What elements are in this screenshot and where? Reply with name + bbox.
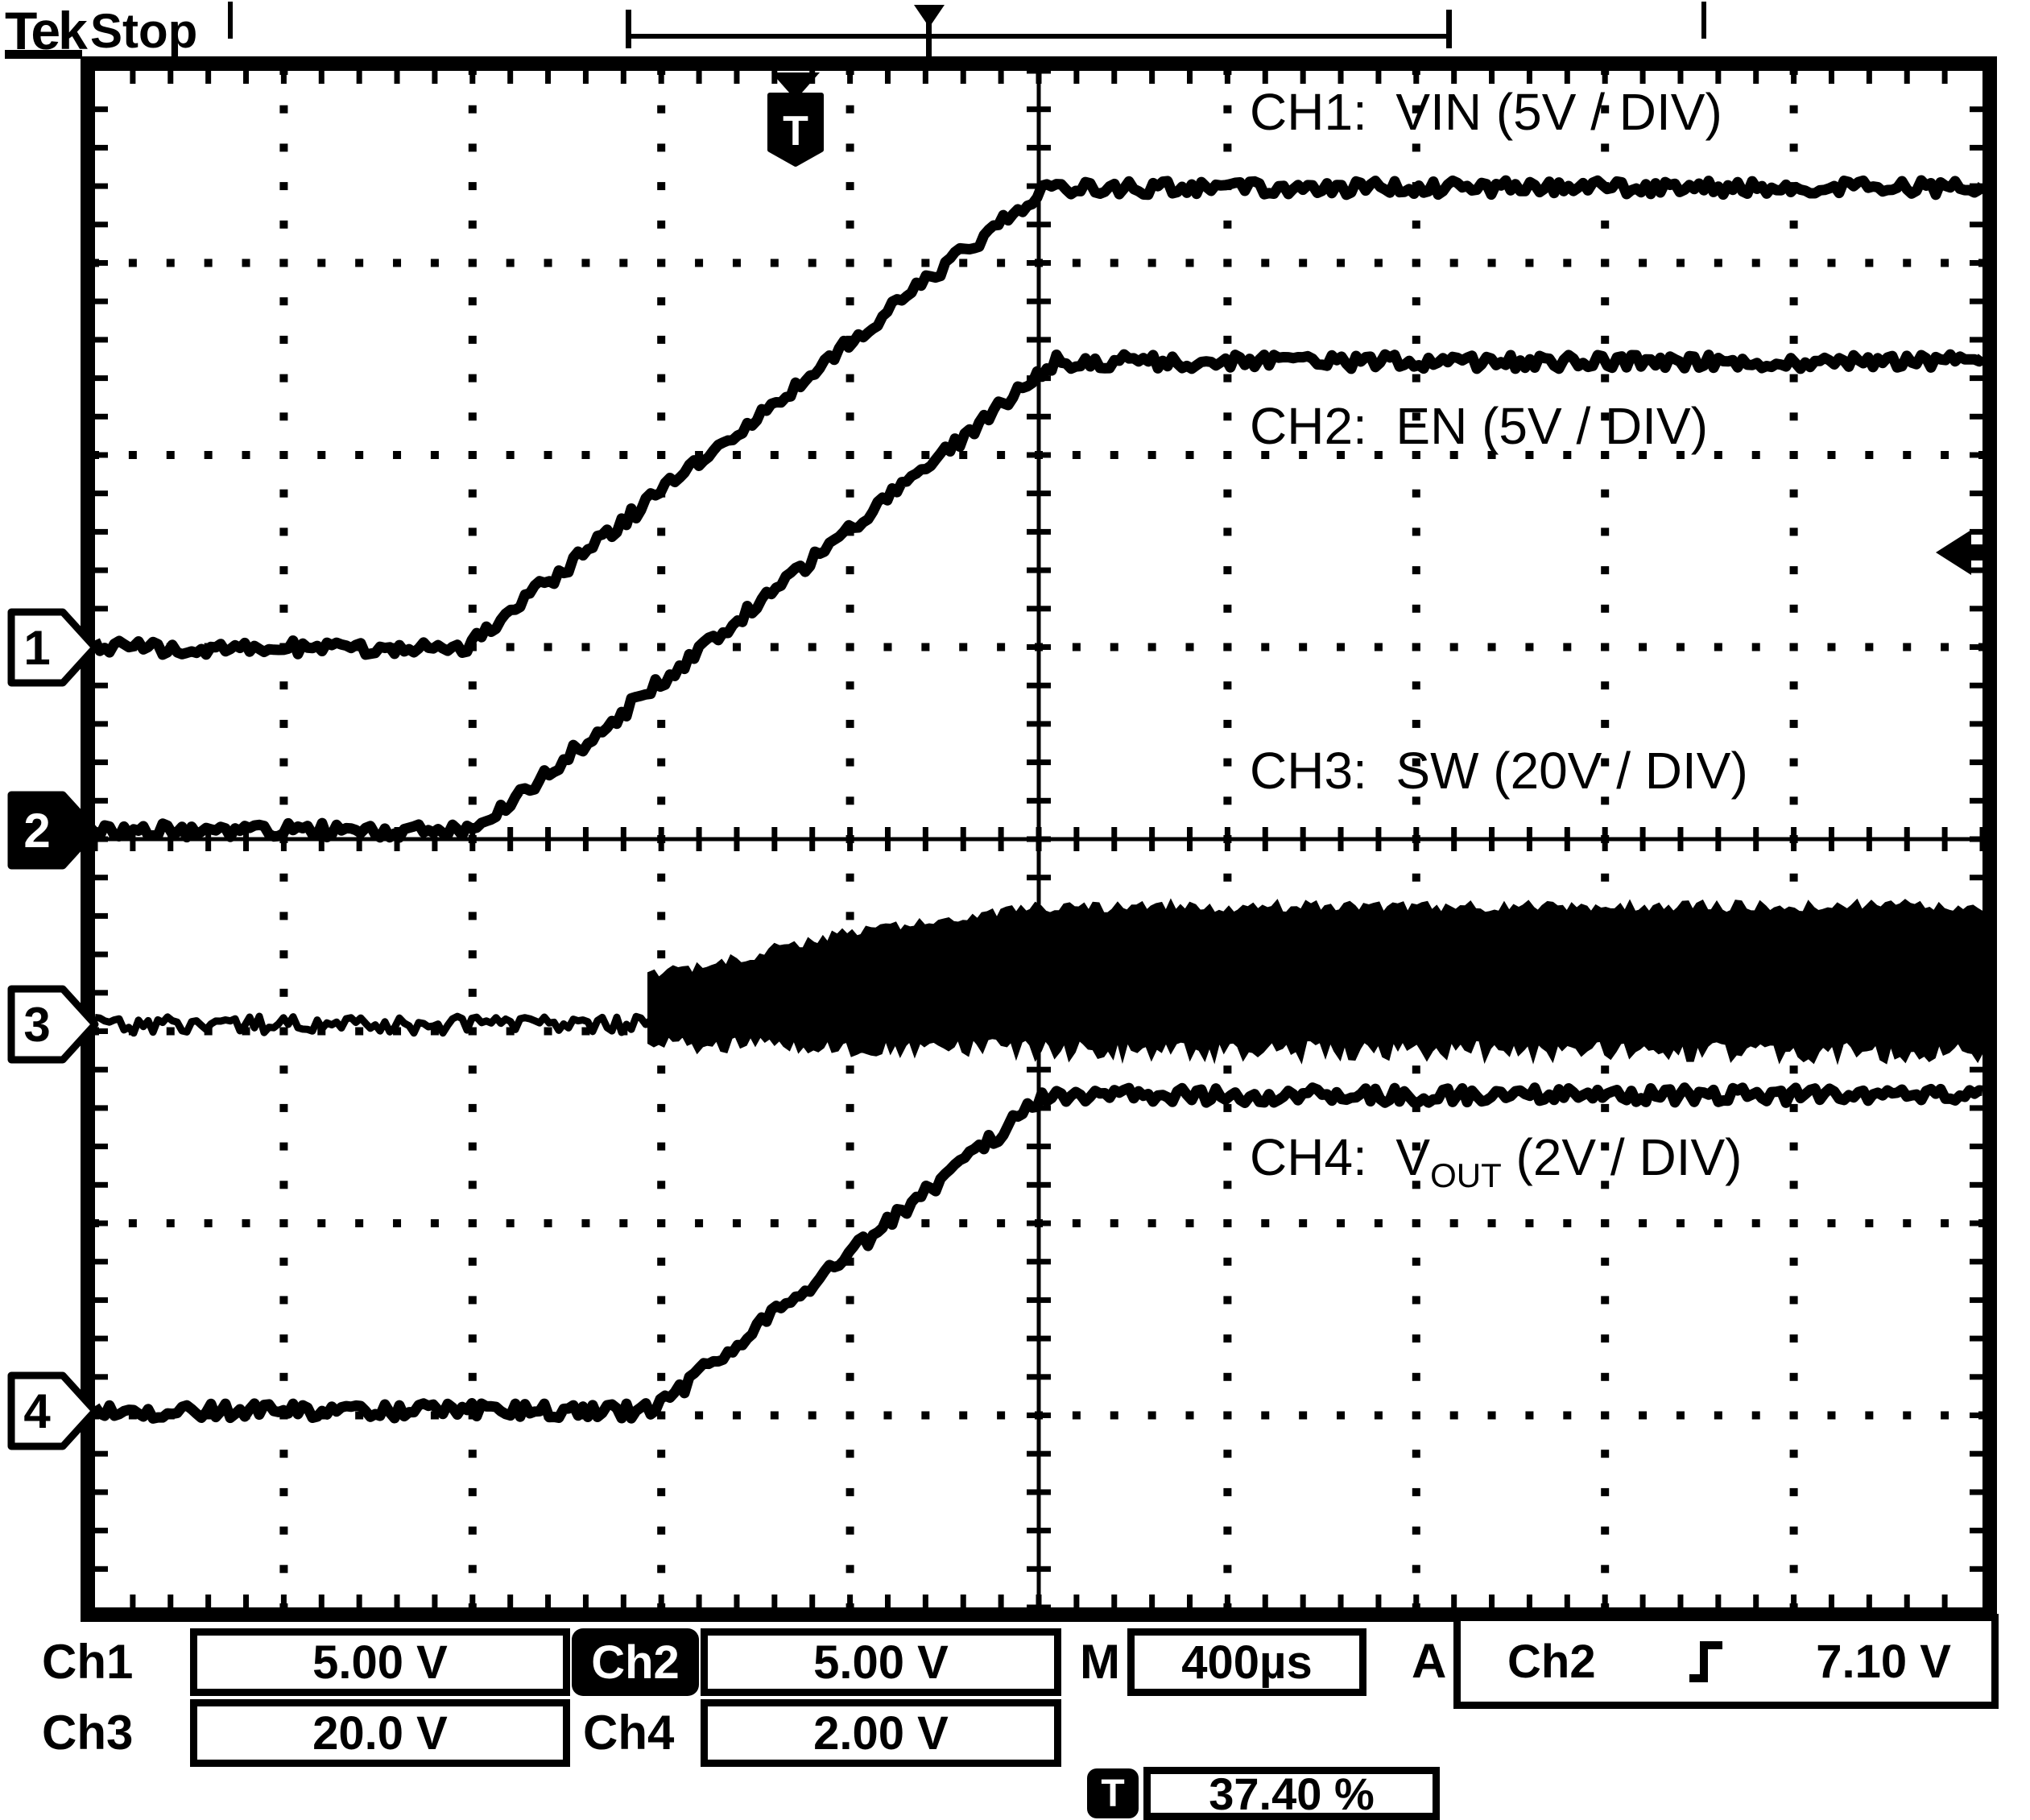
ch2-readout-label-selected: Ch2 xyxy=(572,1628,699,1696)
svg-text:4: 4 xyxy=(23,1384,51,1438)
rising-edge-icon xyxy=(1687,1638,1724,1685)
graticule-and-waveforms: T 1 2 3 4 xyxy=(0,0,2030,1820)
trigger-readout-box: Ch2 7.10 V xyxy=(1453,1614,1999,1709)
oscilloscope-screen: Tek Stop T 1234 CH1: VIN (5V / DIV) CH2:… xyxy=(0,0,2030,1820)
svg-text:2: 2 xyxy=(23,804,50,858)
trace-ch3-sw-baseline xyxy=(95,1016,654,1033)
label-ch2-en: CH2: EN (5V / DIV) xyxy=(1250,396,1708,464)
ch4-scale-box: 2.00 V xyxy=(701,1699,1061,1767)
label-ch1-vin: CH1: VIN (5V / DIV) xyxy=(1250,82,1722,150)
trigger-level: 7.10 V xyxy=(1816,1635,1951,1689)
label-ch4-vout: CH4: VOUT (2V / DIV) xyxy=(1250,1127,1742,1195)
trigger-position-box: 37.40 % xyxy=(1143,1767,1440,1820)
ch1-readout-label: Ch1 xyxy=(42,1628,133,1696)
label-ch3-sw: CH3: SW (20V / DIV) xyxy=(1250,741,1748,809)
timebase-label: M xyxy=(1080,1628,1120,1696)
trigger-flag-letter: T xyxy=(783,108,808,155)
ch3-scale-box: 20.0 V xyxy=(190,1699,570,1767)
trigger-position-icon: T xyxy=(1087,1768,1139,1818)
trigger-source: Ch2 xyxy=(1507,1635,1596,1689)
ch2-scale-box: 5.00 V xyxy=(701,1628,1061,1696)
ch1-scale-box: 5.00 V xyxy=(190,1628,570,1696)
svg-text:3: 3 xyxy=(23,998,50,1052)
timebase-box: 400µs xyxy=(1127,1628,1366,1696)
ch4-readout-label: Ch4 xyxy=(583,1699,674,1767)
trace-ch3-sw-switching-band xyxy=(649,901,1982,1062)
trigger-position-flag: T xyxy=(770,72,821,164)
ch3-readout-label: Ch3 xyxy=(42,1699,133,1767)
svg-text:1: 1 xyxy=(23,621,50,675)
trigger-a-label: A xyxy=(1412,1614,1446,1709)
